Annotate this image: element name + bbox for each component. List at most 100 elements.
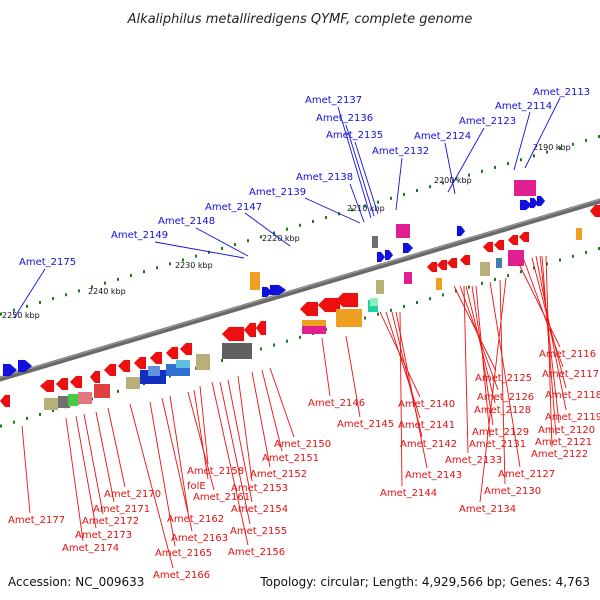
tick-mark — [442, 181, 444, 185]
tick-mark — [377, 200, 379, 204]
gene-label[interactable]: Amet_2121 — [535, 437, 592, 448]
tick-mark — [104, 281, 106, 285]
scale-label: 2220 kbp — [262, 234, 300, 243]
gene-label[interactable]: Amet_2170 — [104, 489, 161, 500]
gene-label[interactable]: Amet_2175 — [19, 257, 76, 268]
feature-box — [514, 180, 536, 196]
feature-box — [576, 228, 582, 240]
tick-mark — [221, 246, 223, 250]
leader-line — [539, 255, 560, 424]
tick-mark — [390, 196, 392, 200]
leader-line — [187, 391, 215, 491]
gene-label[interactable]: Amet_2131 — [469, 439, 526, 450]
gene-label[interactable]: Amet_2147 — [205, 202, 262, 213]
gene-label[interactable]: Amet_2161 — [193, 492, 250, 503]
gene-label[interactable]: Amet_2148 — [158, 216, 215, 227]
leader-line — [475, 285, 491, 438]
forward-gene-arrow — [269, 284, 287, 296]
gene-label[interactable]: Amet_2174 — [62, 543, 119, 554]
tick-mark — [429, 185, 431, 189]
gene-label[interactable]: Amet_2158 — [187, 466, 244, 477]
gene-label[interactable]: Amet_2139 — [249, 187, 306, 198]
gene-label[interactable]: Amet_2137 — [305, 95, 362, 106]
gene-label[interactable]: Amet_2123 — [459, 116, 516, 127]
gene-label[interactable]: Amet_2145 — [337, 419, 394, 430]
gene-label[interactable]: Amet_2149 — [111, 230, 168, 241]
gene-label[interactable]: Amet_2132 — [372, 146, 429, 157]
reverse-gene-arrow — [103, 363, 117, 377]
gene-label[interactable]: Amet_2171 — [93, 504, 150, 515]
leader-line — [321, 337, 331, 397]
gene-label[interactable]: Amet_2143 — [405, 470, 462, 481]
gene-label[interactable]: Amet_2120 — [538, 425, 595, 436]
leader-line — [65, 417, 84, 542]
gene-label[interactable]: Amet_2126 — [477, 392, 534, 403]
gene-label[interactable]: Amet_2163 — [171, 533, 228, 544]
feature-box — [302, 326, 326, 334]
gene-label[interactable]: Amet_2151 — [262, 453, 319, 464]
gene-label[interactable]: Amet_2127 — [498, 469, 555, 480]
tick-mark — [546, 262, 548, 266]
gene-label[interactable]: Amet_2152 — [250, 469, 307, 480]
gene-label[interactable]: Amet_2144 — [380, 488, 437, 499]
gene-label[interactable]: Amet_2140 — [398, 399, 455, 410]
tick-mark — [91, 285, 93, 289]
gene-label[interactable]: Amet_2177 — [8, 515, 65, 526]
scale-label: 2240 kbp — [88, 287, 126, 296]
gene-label[interactable]: Amet_2165 — [155, 548, 212, 559]
gene-label[interactable]: Amet_2173 — [75, 530, 132, 541]
gene-label[interactable]: Amet_2130 — [484, 486, 541, 497]
gene-label[interactable]: Amet_2133 — [445, 455, 502, 466]
gene-label[interactable]: Amet_2122 — [531, 449, 588, 460]
tick-mark — [559, 258, 561, 262]
tick-mark — [507, 162, 509, 166]
leader-line — [463, 285, 469, 454]
gene-label[interactable]: Amet_2141 — [398, 420, 455, 431]
map-title: Alkaliphilus metalliredigens QYMF, compl… — [127, 12, 473, 27]
gene-label[interactable]: Amet_2156 — [228, 547, 285, 558]
gene-label[interactable]: Amet_2118 — [545, 390, 600, 401]
tick-mark — [39, 412, 41, 416]
gene-label[interactable]: Amet_2155 — [230, 526, 287, 537]
reverse-gene-arrow — [493, 239, 505, 251]
leader-line — [354, 141, 379, 215]
gene-label[interactable]: folE — [187, 481, 206, 492]
forward-gene-arrow — [536, 195, 546, 207]
feature-box — [196, 354, 210, 370]
reverse-gene-arrow — [243, 322, 257, 338]
leader-line — [523, 259, 564, 368]
gene-label[interactable]: Amet_2153 — [231, 483, 288, 494]
gene-label[interactable]: Amet_2113 — [533, 87, 590, 98]
gene-label[interactable]: Amet_2136 — [316, 113, 373, 124]
gene-label[interactable]: Amet_2116 — [539, 349, 596, 360]
reverse-gene-arrow — [426, 261, 438, 273]
gene-label[interactable]: Amet_2125 — [475, 373, 532, 384]
gene-label[interactable]: Amet_2119 — [545, 412, 600, 423]
gene-label[interactable]: Amet_2124 — [414, 131, 471, 142]
leader-line — [535, 255, 567, 411]
gene-label[interactable]: Amet_2138 — [296, 172, 353, 183]
gene-label[interactable]: Amet_2129 — [472, 427, 529, 438]
gene-label[interactable]: Amet_2128 — [474, 405, 531, 416]
leader-line — [513, 111, 531, 171]
gene-label[interactable]: Amet_2146 — [308, 398, 365, 409]
feature-box — [336, 309, 362, 327]
gene-label[interactable]: Amet_2114 — [495, 101, 552, 112]
forward-gene-arrow — [402, 242, 414, 254]
scale-label: 2210 kbp — [347, 204, 385, 213]
gene-label[interactable]: Amet_2162 — [167, 514, 224, 525]
feature-box — [44, 398, 58, 410]
topology-text: Topology: circular; Length: 4,929,566 bp… — [259, 575, 590, 589]
feature-box — [78, 392, 92, 404]
gene-label[interactable]: Amet_2117 — [542, 369, 599, 380]
tick-mark — [221, 358, 223, 362]
gene-label[interactable]: Amet_2142 — [400, 439, 457, 450]
gene-label[interactable]: Amet_2135 — [326, 130, 383, 141]
gene-label[interactable]: Amet_2154 — [231, 504, 288, 515]
tick-mark — [520, 270, 522, 274]
gene-label[interactable]: Amet_2166 — [153, 570, 210, 581]
gene-label[interactable]: Amet_2172 — [82, 516, 139, 527]
gene-label[interactable]: Amet_2150 — [274, 439, 331, 450]
gene-label[interactable]: Amet_2134 — [459, 504, 516, 515]
